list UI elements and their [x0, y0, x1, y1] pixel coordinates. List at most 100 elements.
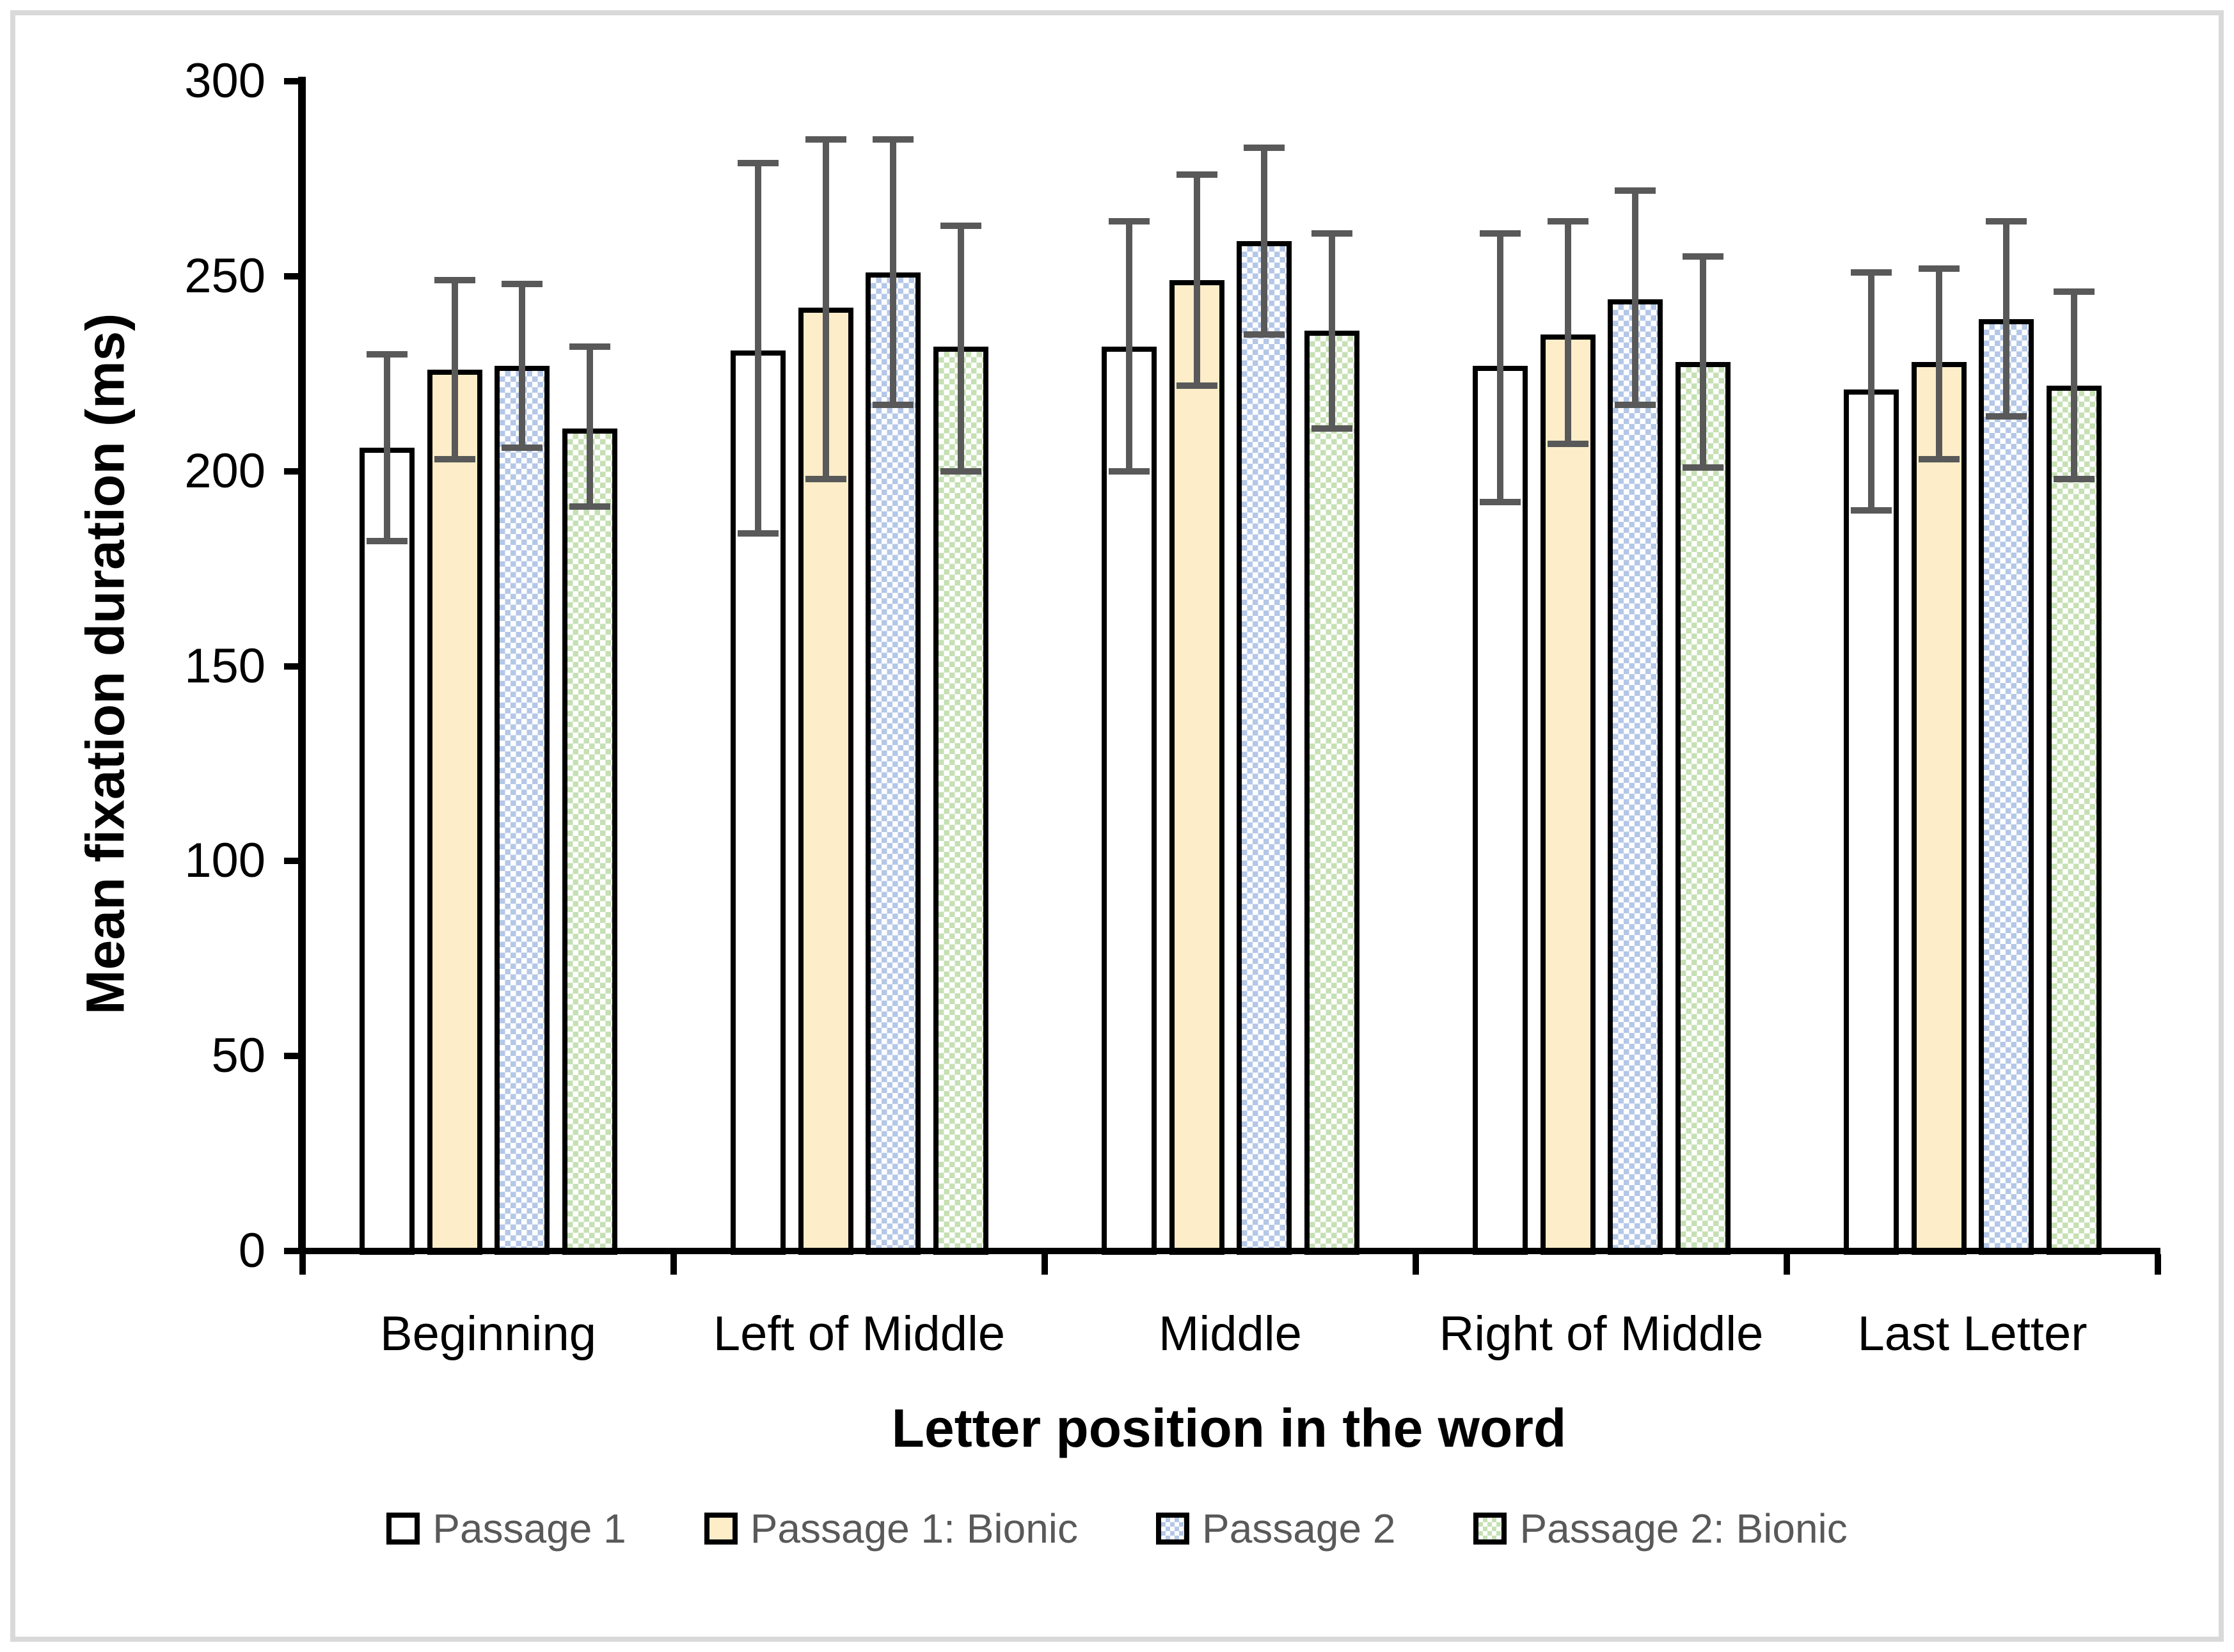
- error-bar-cap: [1986, 218, 2027, 225]
- error-bar-cap: [502, 281, 543, 288]
- legend-label: Passage 1: [432, 1506, 626, 1552]
- category-label: Last Letter: [1857, 1307, 2087, 1361]
- bar: [933, 346, 988, 1255]
- error-bar: [755, 163, 761, 534]
- bar: [427, 370, 482, 1255]
- y-tick-label: 200: [184, 443, 265, 498]
- x-axis-title: Letter position in the word: [891, 1398, 1567, 1458]
- bar: [1675, 361, 1731, 1255]
- error-bar-cap: [1176, 382, 1217, 389]
- error-bar-cap: [1244, 144, 1285, 151]
- error-bar-cap: [738, 530, 779, 537]
- error-bar-cap: [1682, 253, 1723, 260]
- legend-swatch: [386, 1513, 420, 1545]
- legend-swatch: [1473, 1513, 1507, 1545]
- bar: [1304, 331, 1359, 1255]
- error-bar: [519, 284, 525, 448]
- error-bar-cap: [1615, 402, 1656, 409]
- error-bar-cap: [1986, 413, 2027, 420]
- legend-item: Passage 1: [386, 1504, 626, 1553]
- error-bar-cap: [2053, 475, 2095, 482]
- error-bar: [1261, 147, 1267, 335]
- error-bar: [586, 346, 593, 507]
- error-bar-cap: [1547, 218, 1588, 225]
- error-bar-cap: [367, 538, 408, 545]
- category-label: Beginning: [379, 1307, 597, 1361]
- bar: [1911, 361, 1967, 1255]
- bar: [731, 350, 786, 1255]
- error-bar-cap: [1615, 187, 1656, 194]
- error-bar: [1564, 221, 1571, 444]
- error-bar-cap: [873, 402, 914, 409]
- error-bar-cap: [1480, 230, 1521, 237]
- error-bar-cap: [1311, 425, 1352, 432]
- error-bar-cap: [434, 456, 475, 463]
- error-bar-cap: [502, 444, 543, 452]
- error-bar-cap: [1480, 499, 1521, 506]
- error-bar-cap: [940, 222, 981, 229]
- bar: [495, 366, 550, 1255]
- legend-label: Passage 2: [1202, 1506, 1396, 1552]
- x-tick: [670, 1254, 677, 1275]
- x-tick: [1784, 1254, 1790, 1275]
- error-bar: [451, 279, 458, 460]
- bar: [1102, 346, 1157, 1255]
- x-tick: [2155, 1254, 2161, 1275]
- legend-label: Passage 2: Bionic: [1519, 1506, 1848, 1552]
- error-bar-cap: [1851, 507, 1892, 514]
- legend-swatch: [1156, 1513, 1189, 1545]
- error-bar-cap: [1109, 468, 1150, 475]
- bar: [1608, 299, 1663, 1255]
- error-bar-cap: [940, 468, 981, 475]
- error-bar-cap: [434, 276, 475, 283]
- error-bar: [1193, 175, 1200, 386]
- y-tick-label: 0: [238, 1223, 265, 1278]
- error-bar: [1699, 256, 1706, 468]
- legend-item: Passage 2: Bionic: [1473, 1504, 1848, 1553]
- error-bar: [890, 139, 896, 405]
- y-axis-line: [298, 77, 306, 1254]
- legend-swatch: [704, 1513, 738, 1545]
- bar: [866, 272, 921, 1255]
- error-bar-cap: [1311, 230, 1352, 237]
- error-bar: [2003, 221, 2009, 417]
- error-bar-cap: [738, 160, 779, 167]
- y-tick: [284, 78, 298, 84]
- y-tick-label: 100: [184, 833, 265, 888]
- error-bar: [1868, 272, 1874, 510]
- bar: [2046, 385, 2102, 1255]
- y-tick: [284, 272, 298, 279]
- category-label: Left of Middle: [713, 1307, 1006, 1361]
- bar: [1979, 319, 2034, 1255]
- error-bar-cap: [1682, 464, 1723, 471]
- error-bar: [1328, 233, 1335, 429]
- error-bar-cap: [1244, 331, 1285, 338]
- bar: [1844, 389, 1899, 1255]
- y-tick: [284, 858, 298, 865]
- y-tick-label: 50: [211, 1028, 265, 1083]
- bar: [1169, 279, 1224, 1255]
- y-tick-label: 250: [184, 248, 265, 303]
- error-bar-cap: [805, 136, 846, 143]
- y-tick: [284, 1248, 298, 1254]
- x-tick: [299, 1254, 306, 1275]
- error-bar-cap: [569, 503, 610, 510]
- legend-item: Passage 1: Bionic: [704, 1504, 1078, 1553]
- error-bar-cap: [873, 136, 914, 143]
- y-tick: [284, 1053, 298, 1060]
- category-label: Middle: [1159, 1307, 1302, 1361]
- error-bar: [1935, 268, 1942, 460]
- bar: [1540, 334, 1596, 1255]
- error-bar: [384, 354, 390, 542]
- error-bar-cap: [1918, 456, 1960, 463]
- error-bar: [1126, 221, 1132, 471]
- error-bar-cap: [1109, 218, 1150, 225]
- legend-item: Passage 2: [1156, 1504, 1395, 1553]
- error-bar-cap: [2053, 288, 2095, 295]
- y-tick-label: 150: [184, 638, 265, 693]
- x-tick: [1042, 1254, 1048, 1275]
- x-tick: [1413, 1254, 1419, 1275]
- error-bar-cap: [805, 475, 846, 482]
- bar: [1237, 240, 1292, 1255]
- bar: [562, 428, 617, 1255]
